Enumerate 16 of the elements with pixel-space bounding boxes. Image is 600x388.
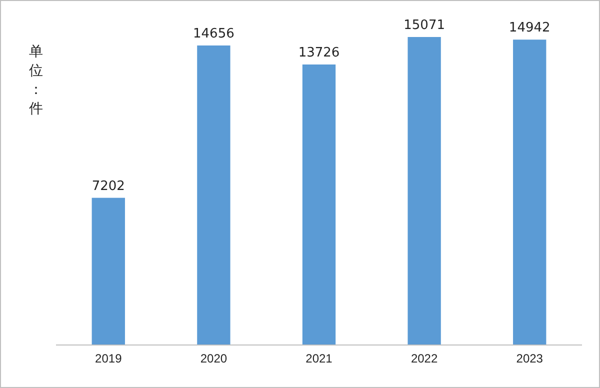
y-axis-title: 单位：件 [29,44,43,117]
data-label: 15071 [404,18,445,33]
bar [408,37,441,345]
bar [92,198,125,345]
data-label: 14656 [193,26,234,42]
bar [513,40,546,345]
data-label: 13726 [298,45,340,60]
x-tick-label: 2020 [200,352,228,366]
x-tick-label: 2023 [516,352,544,366]
x-tick-label: 2019 [95,352,122,366]
data-label: 7202 [92,178,125,194]
x-tick-label: 2021 [306,352,333,366]
bar [197,45,230,345]
bar [302,64,336,345]
x-tick-label: 2022 [410,352,438,366]
data-label: 14942 [508,20,550,36]
